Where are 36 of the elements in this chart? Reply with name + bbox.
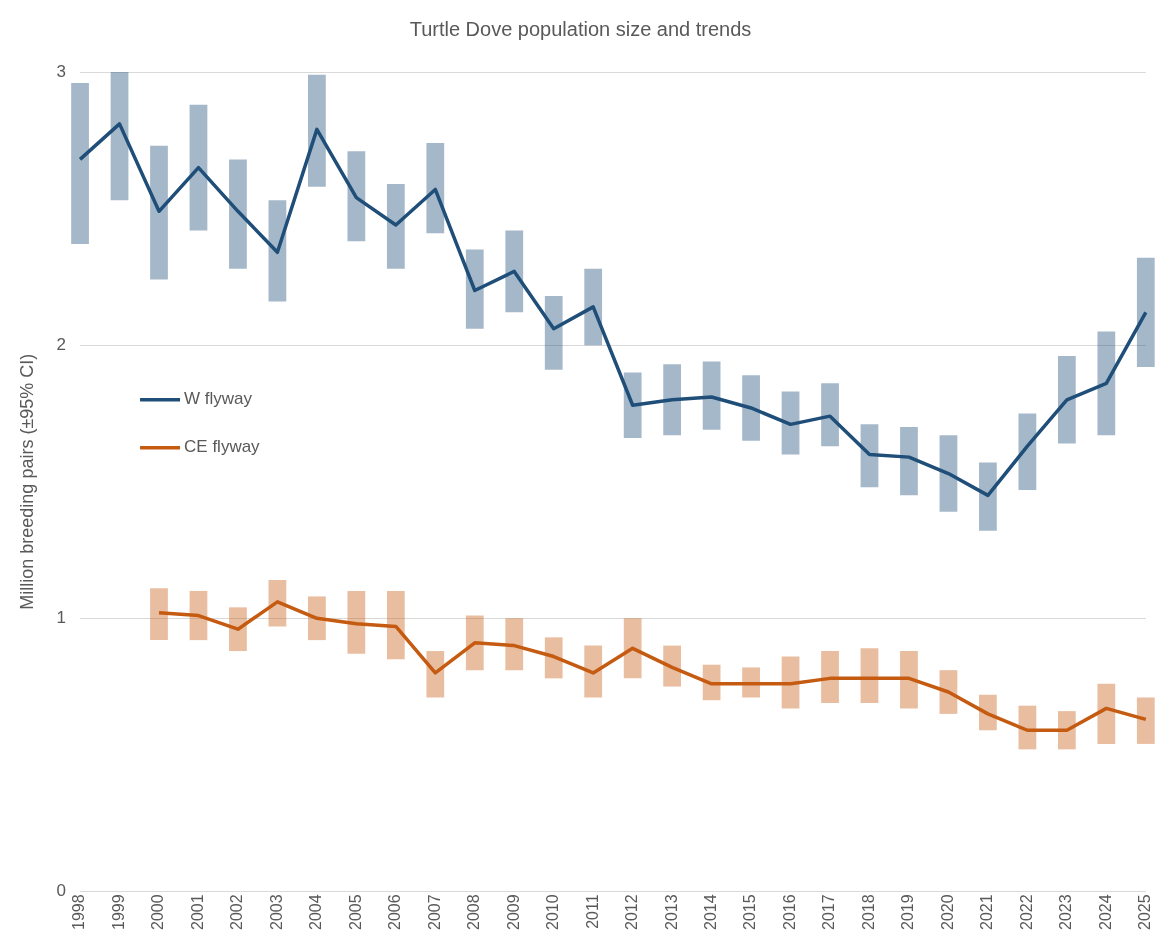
x-tick-label: 2025 [1136, 894, 1154, 930]
x-tick-label: 2006 [386, 894, 404, 930]
legend-label: W flyway [184, 389, 253, 409]
x-tick-label: 2014 [702, 894, 720, 930]
y-tick-label: 0 [56, 881, 67, 901]
x-tick-label: 2021 [978, 894, 996, 930]
x-tick-label: 2005 [346, 894, 364, 930]
x-tick-label: 2000 [149, 894, 167, 930]
x-tick-label: 2004 [307, 894, 325, 930]
x-tick-label: 2012 [623, 894, 641, 930]
x-tick-label: 2017 [820, 894, 838, 930]
y-tick-label: 2 [56, 334, 67, 354]
y-tick-label: 3 [56, 61, 67, 81]
x-tick-label: 2016 [780, 894, 798, 930]
x-tick-label: 2022 [1017, 894, 1035, 930]
x-tick-label: 2018 [859, 894, 877, 930]
x-tick-label: 2007 [425, 894, 443, 930]
legend-label: CE flyway [184, 437, 261, 457]
x-tick-label: 2015 [741, 894, 759, 930]
x-tick-label: 2003 [267, 894, 285, 930]
y-tick-label: 1 [56, 607, 67, 627]
x-tick-label: 2024 [1096, 894, 1114, 930]
x-tick-label: 2001 [188, 894, 206, 930]
x-tick-label: 1999 [109, 894, 127, 930]
x-tick-label: 2023 [1057, 894, 1075, 930]
x-tick-label: 2010 [544, 894, 562, 930]
x-tick-label: 2020 [938, 894, 956, 930]
chart-title: Turtle Dove population size and trends [409, 17, 752, 40]
x-tick-label: 2008 [465, 894, 483, 930]
x-tick-label: 1998 [70, 894, 88, 930]
x-tick-label: 2011 [583, 894, 601, 929]
x-tick-label: 2013 [662, 894, 680, 930]
x-tick-label: 2019 [899, 894, 917, 930]
y-axis-title: Million breeding pairs (±95% CI) [16, 353, 37, 610]
x-tick-label: 2002 [228, 894, 246, 930]
x-tick-label: 2009 [504, 894, 522, 930]
